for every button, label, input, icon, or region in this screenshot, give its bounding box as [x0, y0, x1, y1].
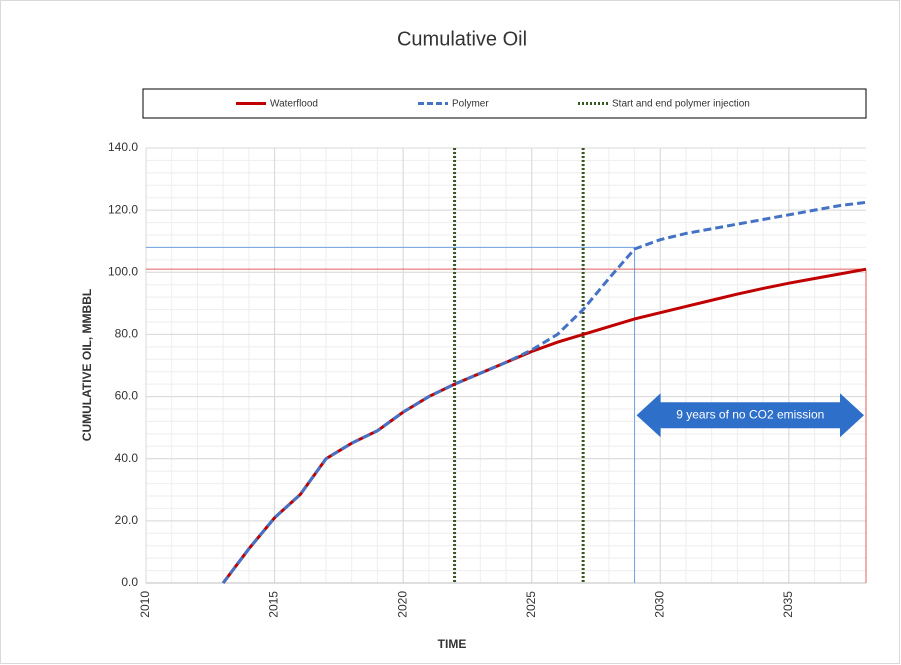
- y-tick-label: 100.0: [108, 264, 138, 278]
- annotation-arrow: [636, 393, 864, 438]
- x-tick-label: 2035: [781, 591, 795, 618]
- x-tick-label: 2025: [524, 591, 538, 618]
- y-tick-label: 40.0: [115, 451, 139, 465]
- legend-label: Waterflood: [270, 99, 318, 110]
- x-tick-label: 2020: [395, 591, 409, 618]
- chart-title: Cumulative Oil: [397, 28, 527, 50]
- x-tick-label: 2015: [267, 591, 281, 618]
- y-axis-label: CUMULATIVE OIL, MMBBL: [80, 289, 94, 441]
- y-tick-label: 60.0: [115, 389, 139, 403]
- y-tick-label: 120.0: [108, 202, 138, 216]
- y-tick-label: 20.0: [115, 513, 139, 527]
- series-line: [221, 267, 867, 584]
- y-tick-label: 0.0: [121, 575, 138, 589]
- series-line: [221, 200, 867, 584]
- y-tick-label: 140.0: [108, 140, 138, 154]
- x-tick-label: 2010: [138, 591, 152, 618]
- legend-label: Polymer: [452, 99, 489, 110]
- x-tick-label: 2030: [652, 591, 666, 618]
- annotation-text: 9 years of no CO2 emission: [676, 407, 824, 421]
- x-axis-label: TIME: [438, 637, 467, 651]
- y-tick-label: 80.0: [115, 327, 139, 341]
- legend-label: Start and end polymer injection: [612, 99, 750, 110]
